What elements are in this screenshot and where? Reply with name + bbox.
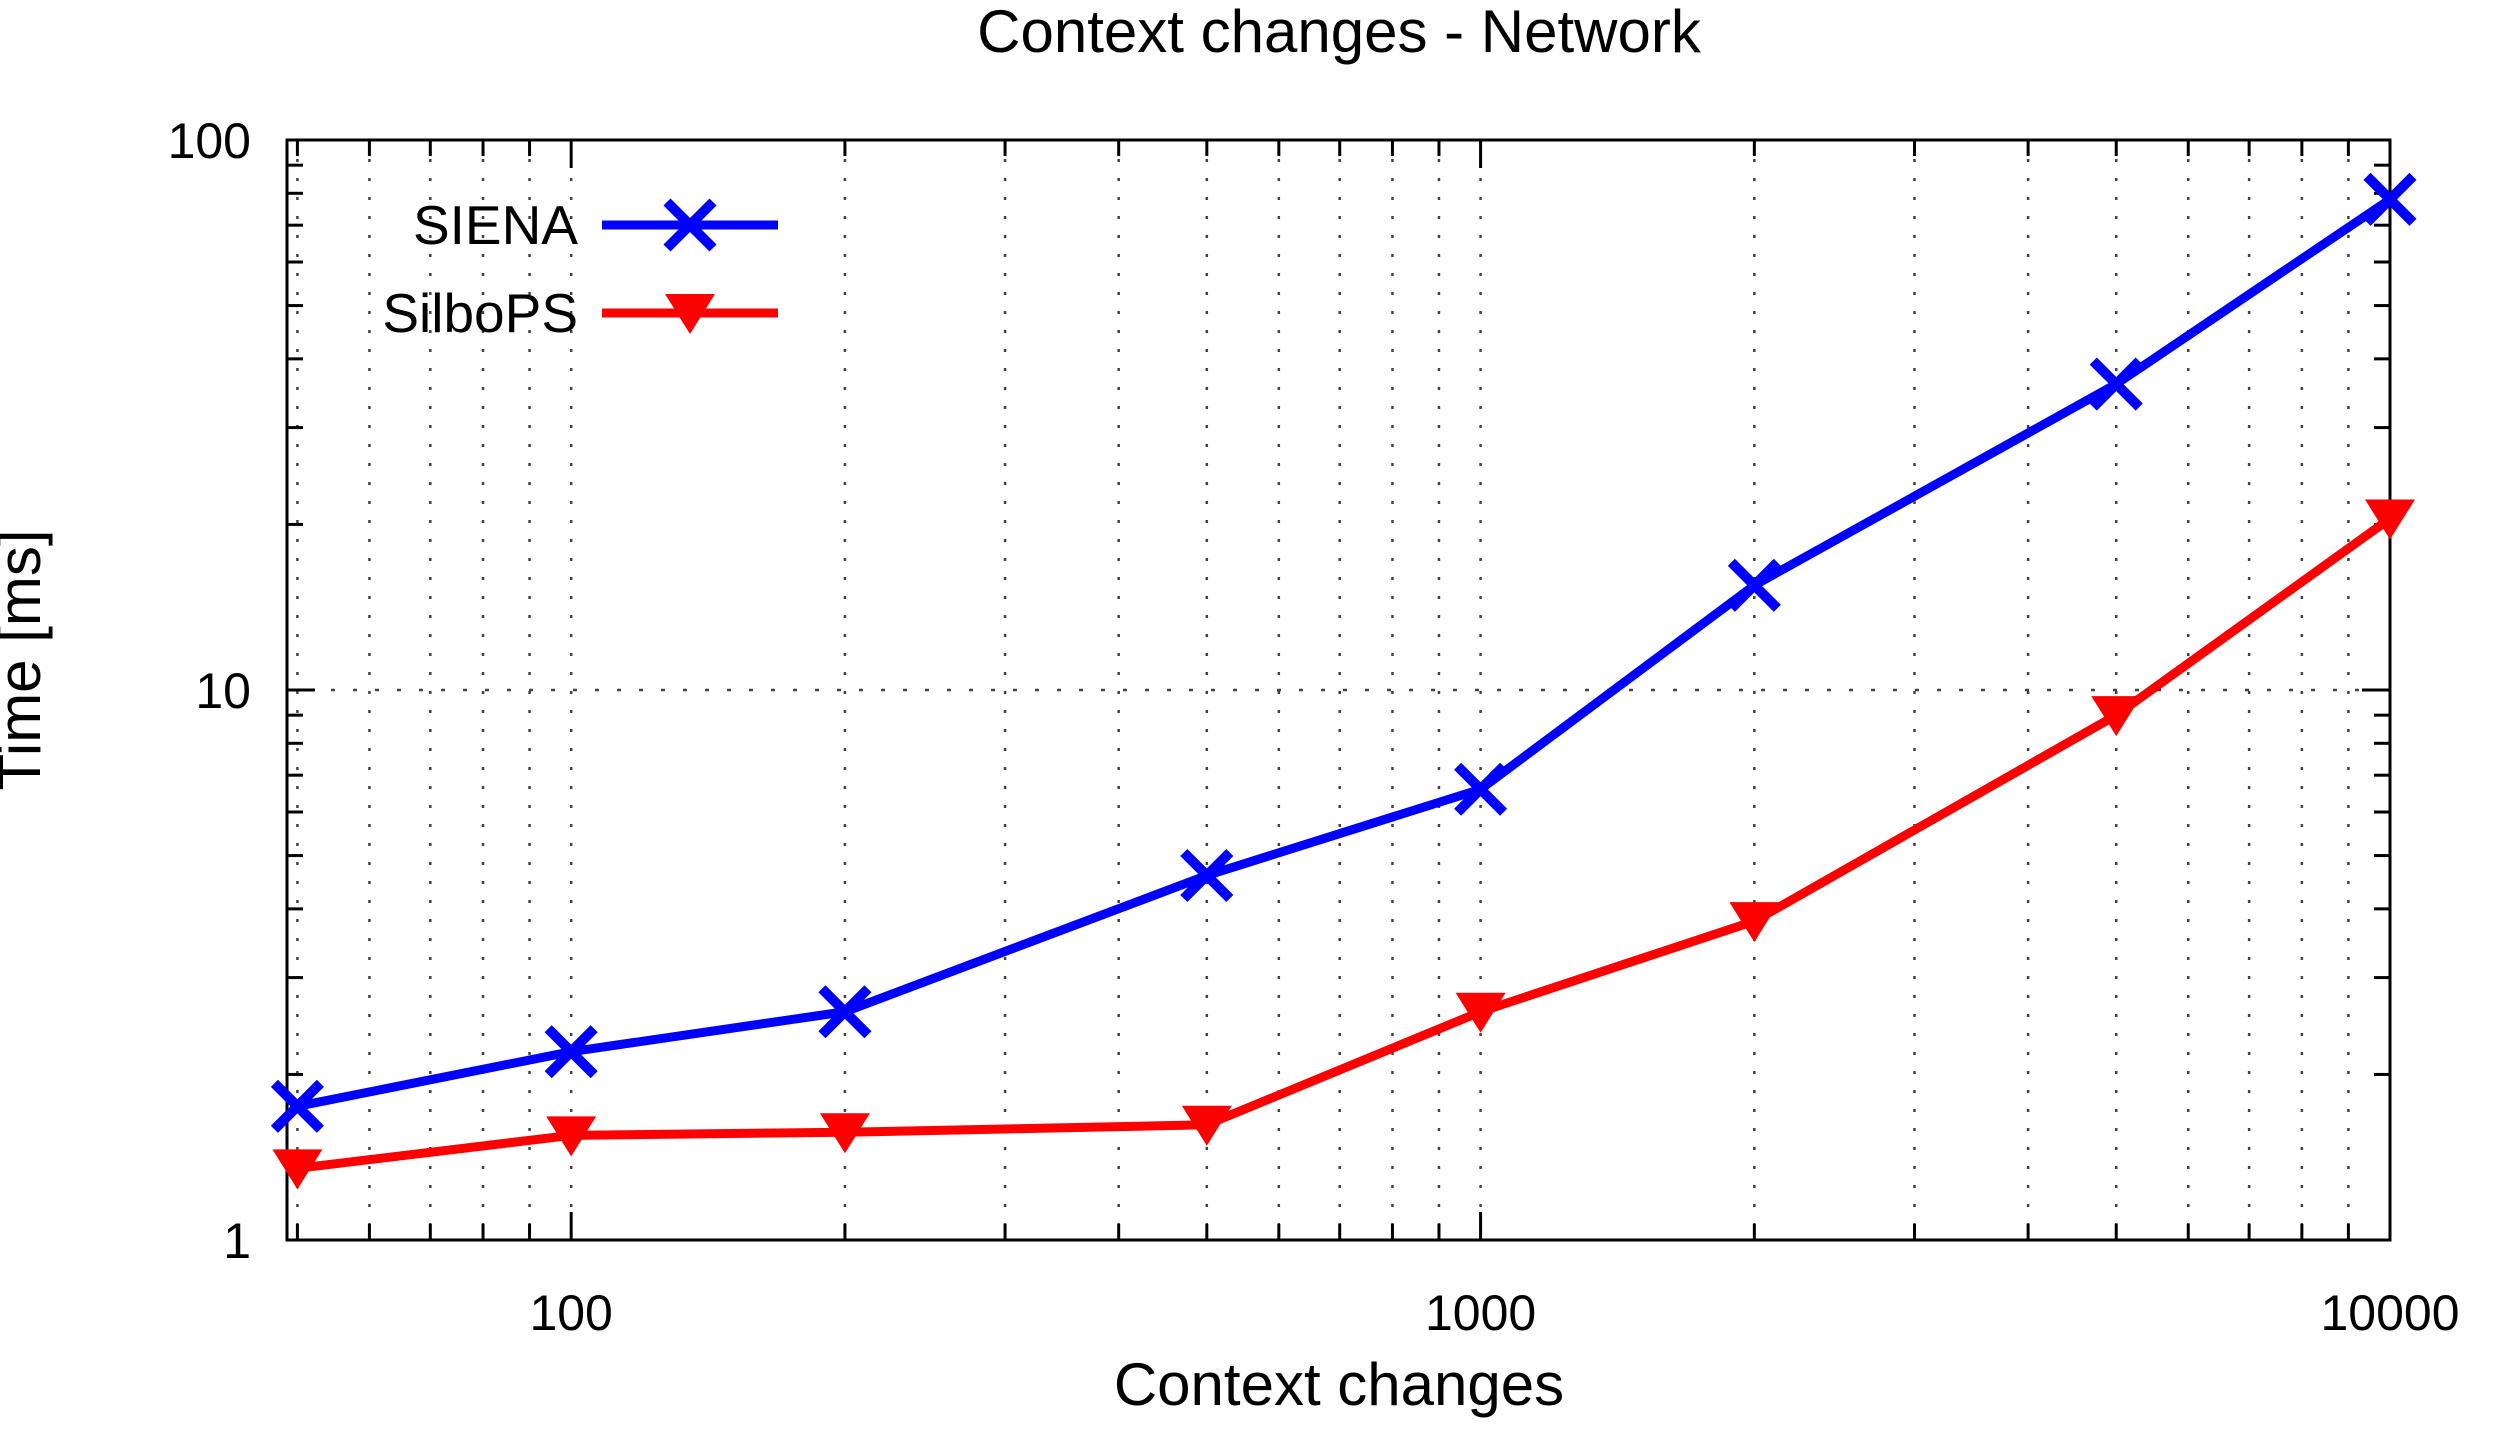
triangle-down-marker	[2365, 499, 2415, 540]
triangle-down-marker	[1455, 992, 1506, 1033]
triangle-down-marker	[546, 1116, 597, 1157]
legend-label-SilboPS: SilboPS	[382, 282, 578, 344]
series-line-SIENA	[296, 195, 2393, 1111]
legend-label-SIENA: SIENA	[413, 194, 578, 256]
x-axis-label: Context changes	[1114, 1351, 1564, 1418]
triangle-down-marker	[2091, 696, 2142, 737]
x-cross-marker	[270, 1079, 324, 1133]
x-tick-label: 10000	[2320, 1285, 2459, 1341]
x-cross-marker	[1454, 762, 1508, 816]
series-line-SilboPS	[296, 514, 2393, 1173]
x-cross-marker	[1180, 848, 1234, 903]
triangle-down-marker	[1181, 1105, 1232, 1146]
y-tick-label: 10	[195, 663, 251, 719]
y-tick-label: 1	[223, 1213, 251, 1269]
triangle-down-marker	[665, 294, 715, 334]
chart-title: Context changes - Network	[977, 0, 1702, 65]
x-cross-marker	[818, 985, 872, 1039]
x-tick-label: 1000	[1425, 1285, 1536, 1341]
x-cross-marker	[2089, 357, 2143, 411]
x-cross-marker	[2363, 172, 2417, 226]
x-cross-marker	[544, 1025, 598, 1079]
y-axis-label: Time [ms]	[0, 529, 53, 790]
x-cross-marker	[663, 198, 717, 252]
triangle-down-marker	[1729, 902, 1780, 943]
y-tick-label: 100	[168, 113, 251, 169]
triangle-down-marker	[272, 1149, 323, 1190]
plot-area: 100 1000 10000 1 10 100 SIENA SilboPS	[168, 113, 2460, 1341]
x-cross-marker	[1727, 558, 1781, 612]
triangle-down-marker	[819, 1113, 870, 1154]
x-tick-label: 100	[529, 1285, 612, 1341]
